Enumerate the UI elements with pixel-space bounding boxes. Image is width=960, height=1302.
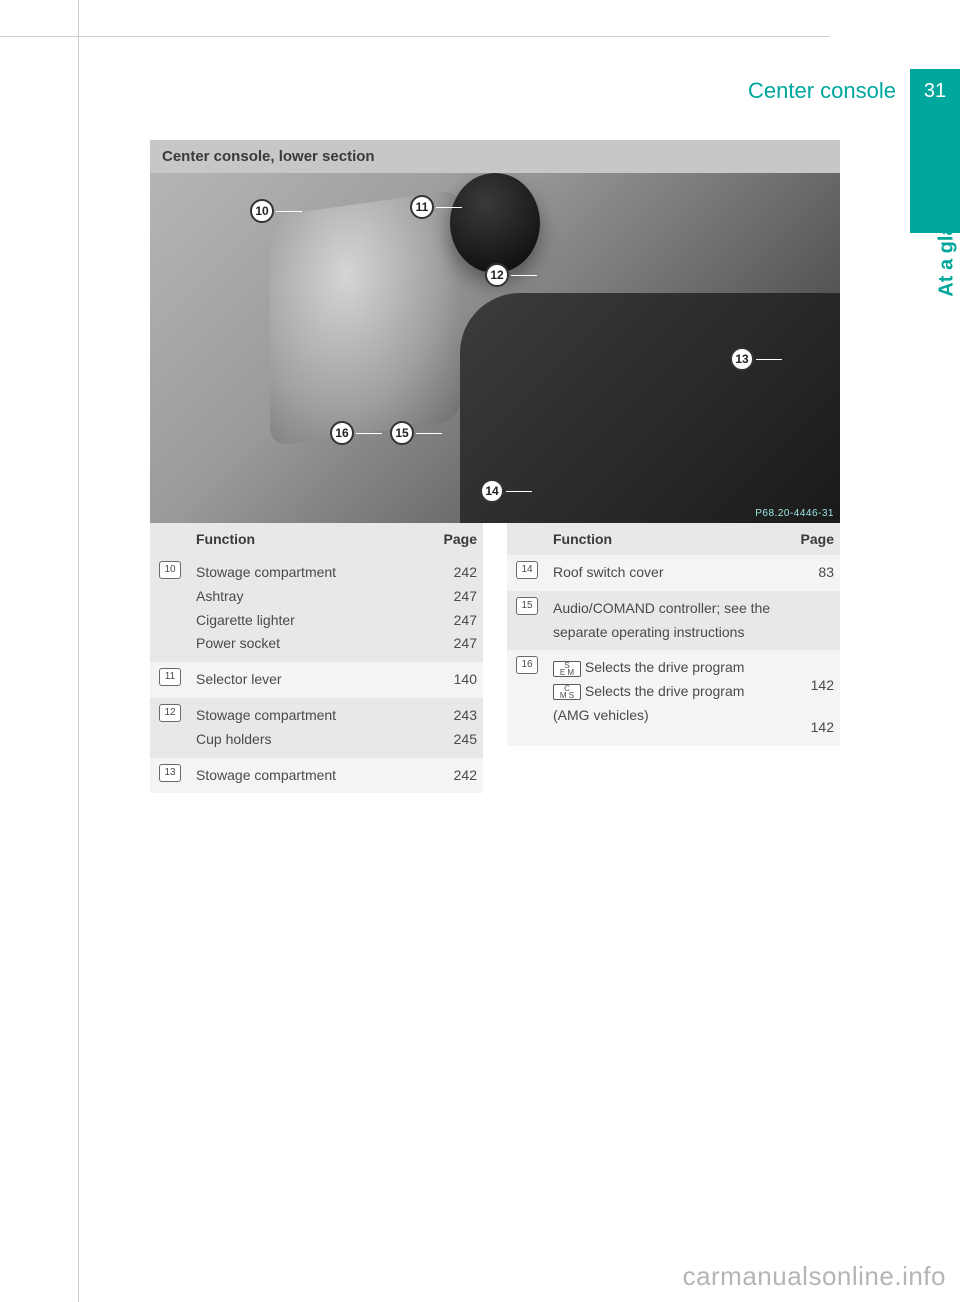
table-left-header: Function Page (150, 523, 483, 555)
row-page: 243245 (427, 698, 483, 758)
row-id: 11 (150, 662, 190, 698)
figure-armrest (460, 293, 840, 523)
id-chip-icon: 11 (159, 668, 181, 686)
col-id (150, 523, 190, 555)
callout-11: 11 (410, 195, 434, 219)
id-chip-icon: 10 (159, 561, 181, 579)
row-page: 242 (427, 758, 483, 794)
table-right: Function Page 14 Roof switch cover 83 15 Aud… (507, 523, 840, 793)
table-left-body: 10Stowage compartmentAshtrayCigarette li… (150, 555, 483, 793)
tables-wrap: Function Page 10Stowage compartmentAshtr… (150, 523, 840, 793)
drive-program-amg-icon: CM S (553, 684, 581, 700)
page-ref: 142 (790, 716, 834, 740)
table-row: 12Stowage compartmentCup holders243245 (150, 698, 483, 758)
function-text: Roof switch cover (553, 561, 663, 585)
side-tab-label: At a glance (936, 190, 959, 297)
row-function: Audio/COMAND controller; see the separat… (547, 591, 784, 651)
col-page-label: Page (784, 523, 840, 555)
row-id: 12 (150, 698, 190, 758)
row-function: Selector lever (190, 662, 427, 698)
table-row: 11 Selector lever 140 (150, 662, 483, 698)
table-row: 14 Roof switch cover 83 (507, 555, 840, 591)
callout-16: 16 (330, 421, 354, 445)
col-function-label: Function (190, 523, 427, 555)
callout-14: 14 (480, 479, 504, 503)
row-page: 142 142 (784, 650, 840, 746)
row-page: 83 (784, 555, 840, 591)
crop-mark-vertical (78, 0, 79, 1302)
row-id: 13 (150, 758, 190, 794)
page: Center console 31 At a glance Center con… (0, 0, 960, 1302)
callout-12: 12 (485, 263, 509, 287)
table-row: 16 SE M Selects the drive programCM S Sel… (507, 650, 840, 746)
page-ref: 245 (433, 728, 477, 752)
page-ref: 140 (433, 668, 477, 692)
page-header: Center console 31 (78, 69, 960, 113)
row-function: SE M Selects the drive programCM S Selec… (547, 650, 784, 746)
row-id: 14 (507, 555, 547, 591)
id-chip-icon: 13 (159, 764, 181, 782)
function-text: Cigarette lighter (196, 609, 295, 633)
function-text: Cup holders (196, 728, 272, 752)
id-chip-icon: 15 (516, 597, 538, 615)
row-id: 16 (507, 650, 547, 746)
function-text: Selects the drive program (581, 659, 744, 675)
row-page: 242247247247 (427, 555, 483, 662)
table-row: 15 Audio/COMAND controller; see the separ… (507, 591, 840, 651)
row-function: Stowage compartment (190, 758, 427, 794)
page-ref: 142 (790, 674, 834, 698)
function-text: Stowage compartment (196, 764, 336, 788)
callout-13: 13 (730, 347, 754, 371)
function-text: Power socket (196, 632, 280, 656)
page-ref: 242 (433, 764, 477, 788)
col-page-label: Page (427, 523, 483, 555)
table-right-body: 14 Roof switch cover 83 15 Audio/COMAND cont… (507, 555, 840, 746)
page-ref: 83 (790, 561, 834, 585)
page-ref: 243 (433, 704, 477, 728)
function-text: Stowage compartment (196, 704, 336, 728)
figure-gear-knob (450, 173, 540, 273)
watermark: carmanualsonline.info (683, 1261, 946, 1292)
row-function: Stowage compartmentAshtrayCigarette ligh… (190, 555, 427, 662)
page-ref: 247 (433, 585, 477, 609)
row-id: 10 (150, 555, 190, 662)
callout-15: 15 (390, 421, 414, 445)
id-chip-icon: 12 (159, 704, 181, 722)
page-ref: 242 (433, 561, 477, 585)
section-heading: Center console, lower section (150, 140, 840, 173)
function-text: Audio/COMAND controller; see the separat… (553, 597, 778, 645)
page-ref: 247 (433, 609, 477, 633)
function-text: Selector lever (196, 668, 282, 692)
figure-center-console: 10 11 12 13 14 15 16 P68.20-4446-31 (150, 173, 840, 523)
row-function: Roof switch cover (547, 555, 784, 591)
function-text: Ashtray (196, 585, 243, 609)
row-function: Stowage compartmentCup holders (190, 698, 427, 758)
id-chip-icon: 14 (516, 561, 538, 579)
row-page (784, 591, 840, 651)
table-row: 10 Stowage compartmentAshtrayCigarette li… (150, 555, 483, 662)
id-chip-icon: 16 (516, 656, 538, 674)
figure-code: P68.20-4446-31 (755, 508, 834, 519)
callout-10: 10 (250, 199, 274, 223)
content-area: Center console, lower section 10 11 12 13 14… (150, 140, 840, 793)
crop-mark-horizontal (0, 36, 830, 37)
function-text: Selects the drive program (AMG vehicles) (553, 683, 744, 723)
col-function-label: Function (547, 523, 784, 555)
page-number: 31 (910, 69, 960, 113)
row-page: 140 (427, 662, 483, 698)
table-row: 13 Stowage compartment 242 (150, 758, 483, 794)
table-left: Function Page 10Stowage compartmentAshtr… (150, 523, 483, 793)
function-text: Stowage compartment (196, 561, 336, 585)
table-right-header: Function Page (507, 523, 840, 555)
col-id (507, 523, 547, 555)
header-title: Center console (748, 69, 910, 113)
row-id: 15 (507, 591, 547, 651)
drive-program-icon: SE M (553, 661, 581, 677)
page-ref: 247 (433, 632, 477, 656)
